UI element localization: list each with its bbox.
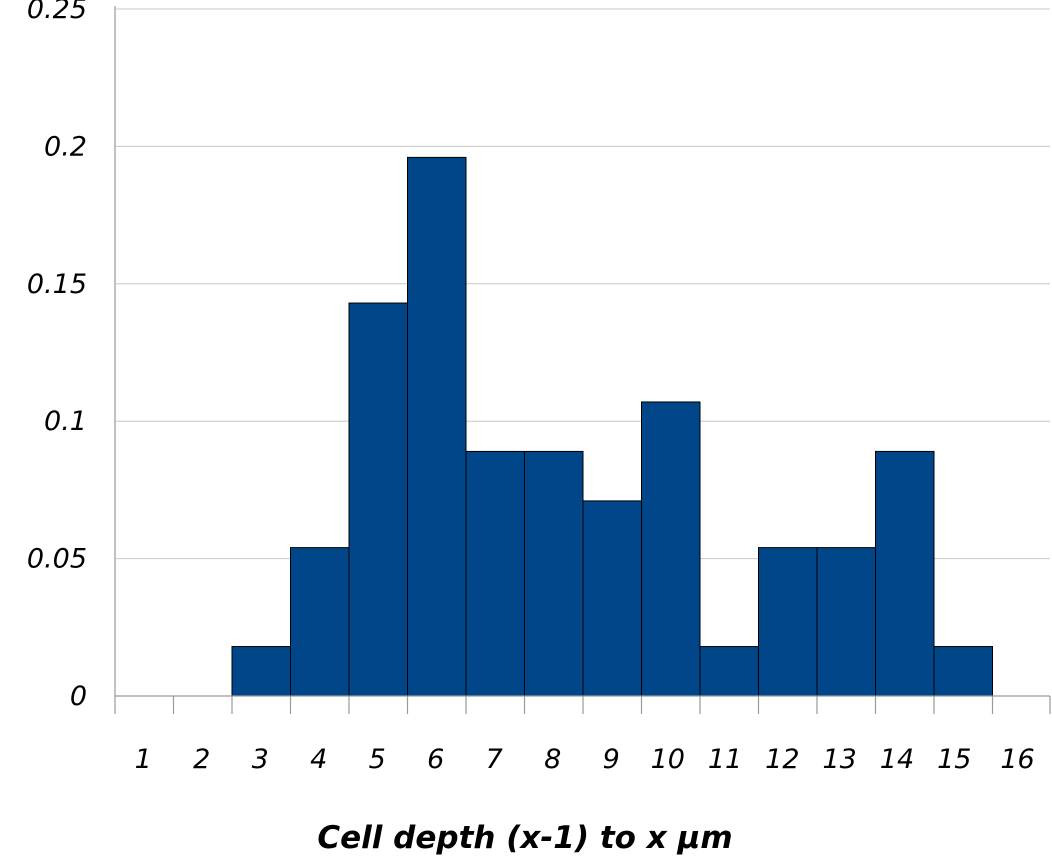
y-tick-label: 0.25 (27, 0, 87, 25)
x-tick-label: 6 (427, 744, 444, 775)
bar (465, 450, 525, 697)
bar (524, 450, 584, 697)
x-tick-label: 1 (135, 744, 152, 775)
y-tick-label: 0.15 (27, 269, 87, 300)
x-tick-label: 15 (937, 744, 971, 775)
x-tick-label: 16 (1000, 744, 1034, 775)
bar (582, 500, 642, 697)
x-axis-title: Cell depth (x-1) to x µm (317, 820, 732, 856)
y-tick-label: 0 (70, 681, 87, 712)
x-tick-label: 3 (252, 744, 269, 775)
x-tick-label: 11 (708, 744, 742, 775)
x-tick-label: 8 (544, 744, 561, 775)
x-tick-label: 2 (193, 744, 210, 775)
x-tick-label: 7 (486, 744, 503, 775)
x-tick-label: 10 (651, 744, 685, 775)
y-tick-label: 0.1 (44, 406, 87, 437)
bar (816, 547, 876, 697)
bar (407, 156, 467, 697)
x-tick-labels: 1 2 3 4 5 6 7 8 9 10 11 12 13 14 15 16 (135, 744, 1035, 775)
x-tick-label: 13 (822, 744, 856, 775)
bars (231, 156, 993, 697)
axes (114, 6, 1051, 714)
bar (231, 646, 291, 697)
x-tick-label: 14 (880, 744, 914, 775)
x-tick-label: 4 (310, 744, 327, 775)
x-tick-label: 5 (369, 744, 386, 775)
bar (348, 302, 408, 697)
bar (290, 547, 350, 697)
x-tick-label: 9 (603, 744, 620, 775)
y-tick-label: 0.2 (44, 131, 87, 162)
y-tick-labels: 0 0.05 0.1 0.15 0.2 0.25 (27, 0, 87, 712)
bar (699, 646, 759, 697)
bar (933, 646, 993, 697)
bar (758, 547, 818, 697)
bar (875, 450, 935, 697)
y-tick-label: 0.05 (27, 544, 87, 575)
x-tick-label: 12 (765, 744, 799, 775)
bar (641, 401, 701, 697)
